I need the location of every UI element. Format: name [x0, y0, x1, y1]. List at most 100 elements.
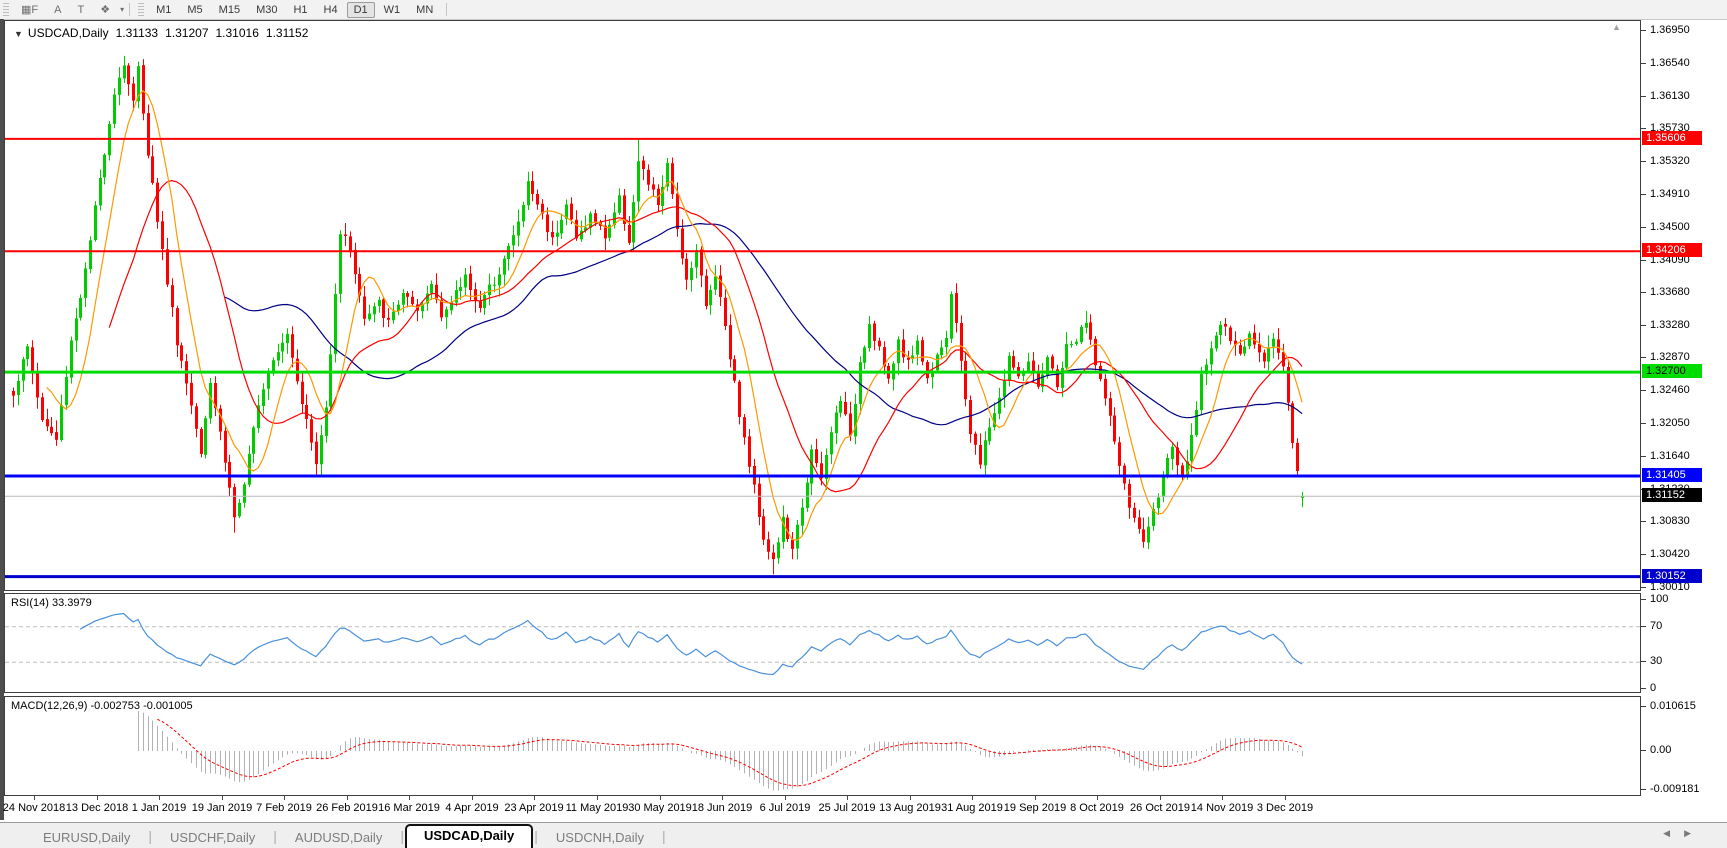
ohlc-low: 1.31016 — [215, 26, 259, 40]
arrow-style-tool-button[interactable]: A — [47, 2, 68, 18]
candlestick-chart[interactable] — [5, 21, 1640, 590]
timeframe-h4-button[interactable]: H4 — [323, 3, 338, 16]
price-tick-dash — [1641, 554, 1646, 555]
date-tick — [97, 796, 98, 800]
tab-scroll-right-icon[interactable]: ▶ — [1684, 828, 1705, 838]
text-label-tool-button[interactable]: T — [70, 2, 91, 18]
toolbar-separator — [129, 3, 131, 16]
toolbar-grip-icon[interactable] — [3, 3, 9, 16]
tab-scroll-left-icon[interactable]: ◀ — [1663, 828, 1685, 838]
price-tick-label: 1.36540 — [1650, 57, 1690, 69]
date-tick — [534, 796, 535, 800]
date-label: 6 Jul 2019 — [759, 802, 811, 814]
timeframe-mn-button[interactable]: MN — [416, 3, 434, 16]
toolbar-grip-icon[interactable] — [138, 3, 145, 16]
date-tick — [972, 796, 973, 800]
rsi-panel[interactable]: RSI(14) 33.3979 — [4, 593, 1641, 693]
chart-dropdown-icon[interactable]: ▼ — [14, 29, 23, 39]
macd-tick-label: 0.00 — [1650, 744, 1672, 756]
chart-shift-marker-icon[interactable]: ▲ — [1612, 22, 1621, 32]
price-tick-dash — [1641, 292, 1646, 293]
macd-tick-dash — [1641, 706, 1646, 707]
timeframe-h1-button[interactable]: H1 — [293, 3, 308, 16]
timeframe-m30-button[interactable]: M30 — [256, 3, 278, 16]
toolbar: ▦F A T ❖ ▾ M1 M5 M15 M30 H1 H4 D1 W1 MN — [0, 0, 1727, 20]
date-label: 13 Dec 2018 — [65, 802, 129, 814]
tab-audusd[interactable]: AUDUSD,Daily — [294, 830, 383, 845]
rsi-tick-label: 0 — [1650, 682, 1657, 694]
ohlc-open: 1.31133 — [115, 26, 159, 40]
date-axis[interactable]: 24 Nov 2018 13 Dec 2018 1 Jan 2019 19 Jan 2… — [3, 796, 1641, 820]
tab-scroll-arrows: ◀▶ — [1663, 828, 1705, 839]
hline-price-tag: 1.35606 — [1642, 131, 1702, 145]
price-tick-dash — [1641, 128, 1646, 129]
arrow-style-tool-icon: A — [54, 3, 62, 16]
date-tick — [660, 796, 661, 800]
price-tick-label: 1.34090 — [1650, 254, 1690, 266]
ma-21-line[interactable] — [108, 179, 1303, 493]
macd-panel[interactable]: MACD(12,26,9) -0.002753 -0.001005 — [4, 696, 1641, 796]
rsi-tick-dash — [1641, 599, 1646, 600]
main-chart-panel[interactable]: ▼ USDCAD,Daily 1.31133 1.31207 1.31016 1.3115… — [4, 20, 1641, 591]
toolbar-separator — [446, 3, 448, 16]
date-tick — [159, 796, 160, 800]
price-tick-dash — [1641, 227, 1646, 228]
macd-histogram — [138, 711, 1303, 791]
date-label: 11 May 2019 — [565, 802, 629, 814]
date-tick — [472, 796, 473, 800]
rsi-line — [79, 612, 1303, 676]
grid-pattern-tool-button[interactable]: ▦F — [14, 1, 45, 18]
price-tick-dash — [1641, 390, 1646, 391]
date-label: 4 Apr 2019 — [445, 802, 499, 814]
shapes-dropdown-caret-icon[interactable]: ▾ — [120, 5, 125, 14]
price-tick-dash — [1641, 357, 1646, 358]
macd-signal-line — [157, 718, 1303, 787]
drawing-tool-buttons: ▦F A T ❖ ▾ — [13, 1, 124, 18]
price-tick-label: 1.34500 — [1650, 221, 1690, 233]
date-label: 1 Jan 2019 — [131, 802, 187, 814]
macd-chart[interactable] — [5, 697, 1640, 795]
tab-usdcad[interactable]: USDCAD,Daily — [404, 824, 534, 848]
tab-separator: | — [662, 827, 666, 844]
timeframe-w1-button[interactable]: W1 — [383, 3, 401, 16]
date-tick — [284, 796, 285, 800]
date-label: 18 Jun 2019 — [691, 802, 753, 814]
ma-45-line[interactable] — [224, 222, 1303, 426]
tab-eurusd[interactable]: EURUSD,Daily — [43, 830, 131, 845]
price-tick-label: 1.35320 — [1650, 155, 1690, 167]
shapes-tool-button[interactable]: ❖ — [93, 1, 117, 18]
tab-separator: | — [148, 827, 153, 844]
date-tick — [1035, 796, 1036, 800]
date-label: 3 Dec 2019 — [1256, 802, 1314, 814]
macd-tick-label: 0.010615 — [1650, 700, 1696, 712]
hline-price-tag: 1.32700 — [1642, 364, 1702, 378]
price-tick-dash — [1641, 260, 1646, 261]
price-tick-label: 1.32870 — [1650, 351, 1690, 363]
rsi-tick-dash — [1641, 661, 1646, 662]
date-tick — [910, 796, 911, 800]
date-label: 26 Feb 2019 — [316, 802, 378, 814]
date-label: 25 Jul 2019 — [818, 802, 876, 814]
price-tick-label: 1.31640 — [1650, 450, 1690, 462]
horizontal-lines-layer[interactable] — [5, 137, 1640, 579]
date-tick — [347, 796, 348, 800]
price-tick-label: 1.34910 — [1650, 188, 1690, 200]
ma-8-line[interactable] — [46, 89, 1303, 541]
price-tick-dash — [1641, 456, 1646, 457]
price-tick-dash — [1641, 521, 1646, 522]
date-tick — [1285, 796, 1286, 800]
macd-tick-dash — [1641, 789, 1646, 790]
tab-usdchf[interactable]: USDCHF,Daily — [170, 830, 256, 845]
rsi-chart[interactable] — [5, 594, 1640, 692]
ohlc-high: 1.31207 — [165, 26, 209, 40]
timeframe-d1-button[interactable]: D1 — [346, 1, 375, 18]
date-label: 7 Feb 2019 — [256, 802, 312, 814]
timeframe-m5-button[interactable]: M5 — [187, 3, 203, 16]
tab-usdcnh[interactable]: USDCNH,Daily — [555, 830, 645, 845]
price-tick-label: 1.32460 — [1650, 384, 1690, 396]
timeframe-m15-button[interactable]: M15 — [218, 3, 241, 16]
date-label: 13 Aug 2019 — [879, 802, 941, 814]
date-label: 19 Sep 2019 — [1003, 802, 1067, 814]
timeframe-m1-button[interactable]: M1 — [156, 3, 172, 16]
date-label: 16 Mar 2019 — [378, 802, 440, 814]
